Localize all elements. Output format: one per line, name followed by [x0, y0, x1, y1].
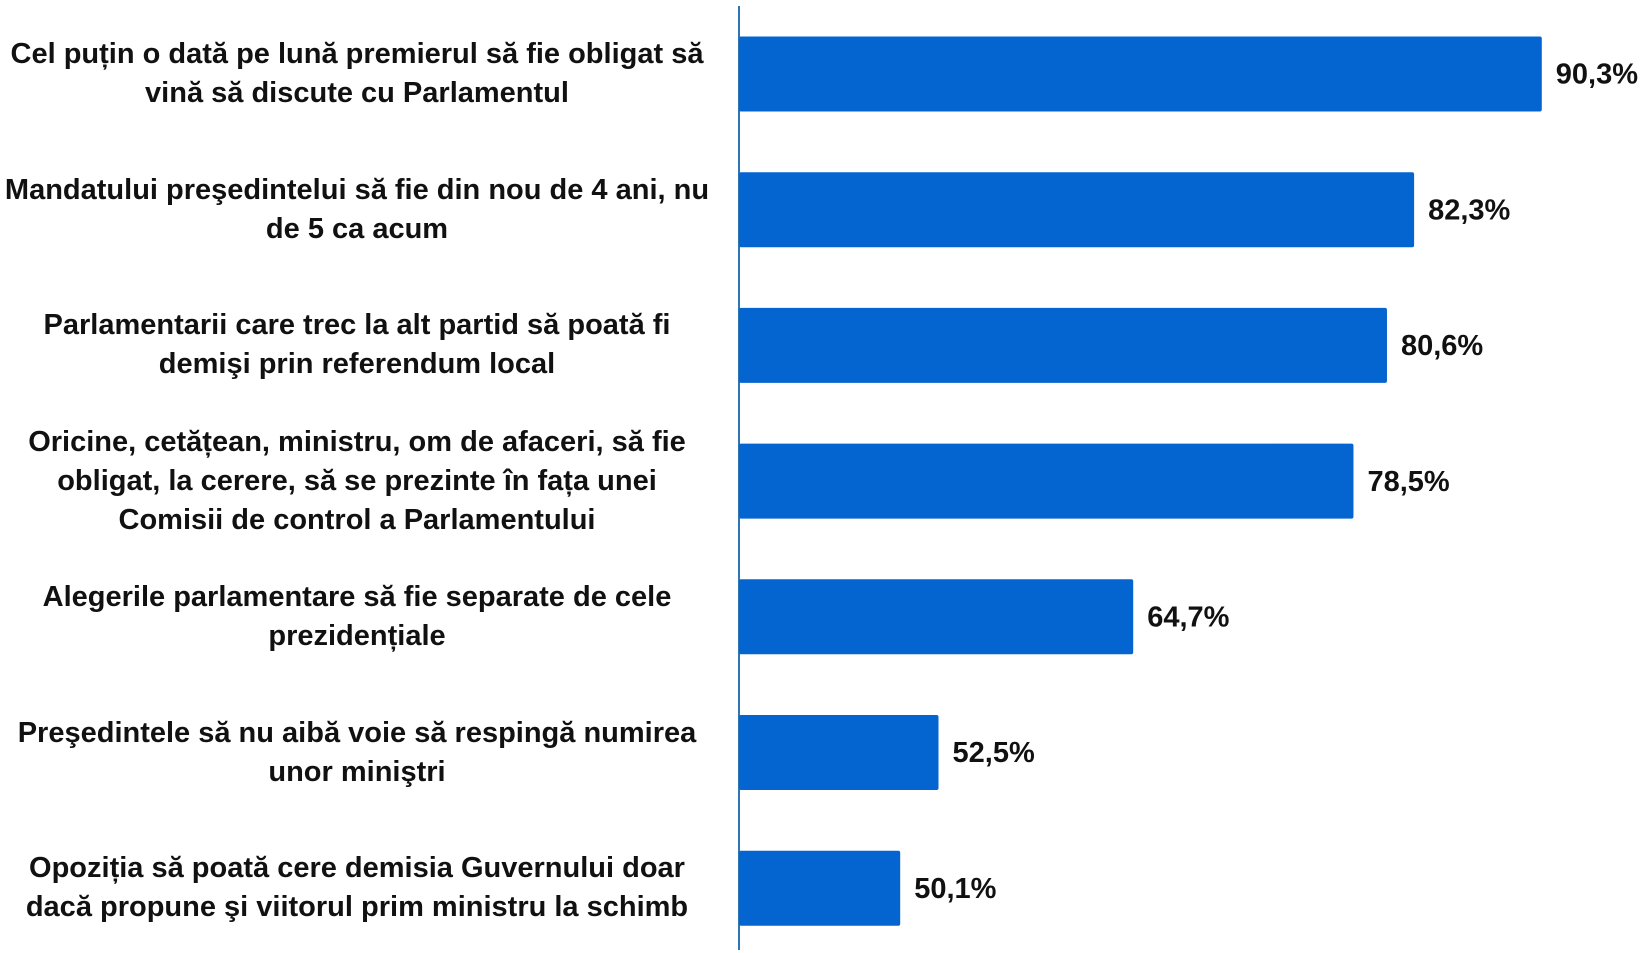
category-label: Mandatului preşedintelui să fie din nou …	[4, 173, 710, 245]
bar	[739, 715, 939, 790]
value-label: 80,6%	[1401, 330, 1483, 362]
bar	[739, 36, 1542, 112]
bar	[739, 850, 901, 926]
value-label: 50,1%	[914, 873, 996, 905]
bar	[739, 172, 1415, 248]
category-label: Parlamentarii care trec la alt partid să…	[43, 309, 671, 381]
bar	[739, 579, 1134, 655]
value-label: 52,5%	[953, 737, 1035, 769]
bar	[739, 443, 1354, 519]
category-label: Oricine, cetățean, ministru, om de aface…	[28, 425, 686, 536]
value-label: 90,3%	[1556, 59, 1638, 91]
value-label: 82,3%	[1428, 194, 1510, 226]
value-label: 78,5%	[1367, 466, 1449, 498]
category-label: Alegerile parlamentare să fie separate d…	[42, 580, 672, 652]
category-label: Cel puțin o dată pe lună premierul să fi…	[10, 38, 704, 109]
category-label: Opoziția să poată cere demisia Guvernulu…	[25, 852, 689, 924]
value-label: 64,7%	[1147, 601, 1229, 633]
category-label: Preşedintele să nu aibă voie să respingă…	[17, 716, 697, 788]
bar	[739, 307, 1387, 383]
